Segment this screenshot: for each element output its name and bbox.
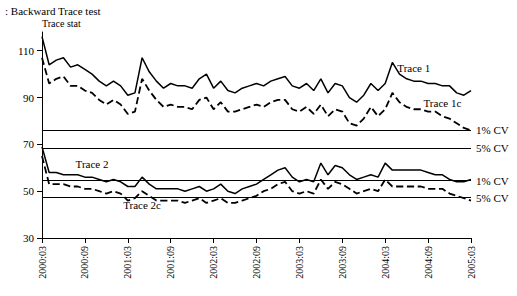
svg-text:2003:09: 2003:09	[337, 246, 348, 279]
svg-text:: Backward Trace test: : Backward Trace test	[5, 5, 101, 17]
svg-text:2001:09: 2001:09	[165, 246, 176, 279]
svg-text:1% CV: 1% CV	[476, 124, 509, 136]
svg-text:5% CV: 5% CV	[476, 192, 509, 204]
svg-text:1% CV: 1% CV	[476, 175, 509, 187]
svg-text:90: 90	[23, 92, 35, 104]
svg-text:2002:09: 2002:09	[251, 246, 262, 279]
svg-text:Trace 1c: Trace 1c	[424, 97, 462, 109]
svg-text:Trace 2c: Trace 2c	[123, 199, 161, 211]
svg-text:70: 70	[23, 138, 35, 150]
svg-text:2000:09: 2000:09	[79, 246, 90, 279]
svg-text:30: 30	[23, 232, 35, 244]
svg-text:Trace stat: Trace stat	[42, 18, 81, 29]
svg-text:Trace 1: Trace 1	[397, 62, 430, 74]
svg-text:50: 50	[23, 185, 35, 197]
svg-text:2002:03: 2002:03	[208, 246, 219, 279]
svg-text:2005:03: 2005:03	[466, 246, 477, 279]
svg-text:2001:03: 2001:03	[122, 246, 133, 279]
svg-text:2004:03: 2004:03	[380, 246, 391, 279]
svg-text:2000:03: 2000:03	[37, 246, 48, 279]
svg-text:2003:03: 2003:03	[294, 246, 305, 279]
svg-text:5% CV: 5% CV	[476, 142, 509, 154]
svg-text:2004:09: 2004:09	[423, 246, 434, 279]
svg-text:110: 110	[18, 45, 35, 57]
svg-text:Trace 2: Trace 2	[76, 158, 109, 170]
